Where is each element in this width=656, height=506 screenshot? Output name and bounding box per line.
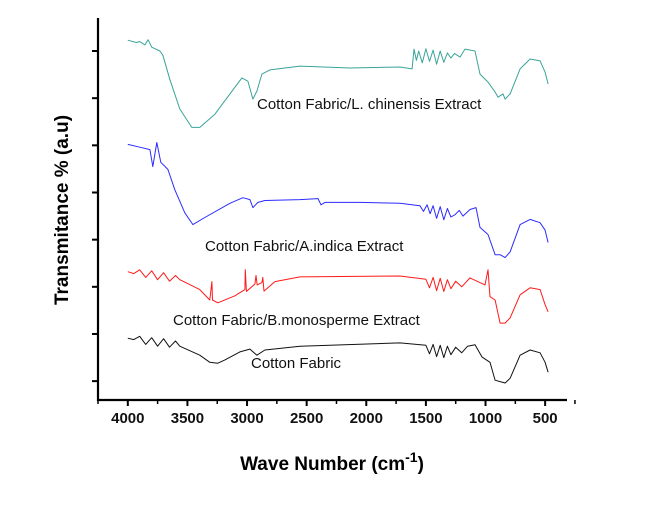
x-axis-title: Wave Number (cm-1) (240, 449, 424, 475)
x-tick-label: 3000 (230, 410, 263, 427)
series-line-3 (127, 335, 549, 384)
series-label-cotton-fabric: Cotton Fabric (251, 355, 342, 372)
x-tick-label: 2500 (290, 410, 323, 427)
x-axis-ticks: 4000 3500 3000 2500 2000 1500 1000 500 (97, 400, 576, 427)
series-line-1 (127, 142, 549, 259)
x-tick-label: 500 (533, 410, 558, 427)
x-tick-label: 1000 (469, 410, 502, 427)
series-label-l-chinensis: Cotton Fabric/L. chinensis Extract (257, 96, 482, 113)
x-tick-label: 1500 (409, 410, 442, 427)
y-axis-ticks (92, 50, 98, 383)
x-tick-label: 3500 (171, 410, 204, 427)
x-tick-label: 4000 (111, 410, 144, 427)
x-axis-title-superscript: -1 (405, 449, 418, 465)
series-labels: Cotton Fabric/L. chinensis Extract Cotto… (173, 96, 482, 372)
series-label-a-indica: Cotton Fabric/A.indica Extract (205, 238, 404, 255)
y-axis-title: Transmitance % (a.u) (52, 115, 73, 305)
plot-area (127, 39, 549, 384)
x-tick-label: 2000 (350, 410, 383, 427)
series-line-2 (127, 269, 549, 324)
series-line-0 (127, 39, 549, 128)
x-axis-title-main: Wave Number (cm (240, 454, 405, 475)
series-label-b-monosperme: Cotton Fabric/B.monosperme Extract (173, 312, 421, 329)
x-axis-title-close: ) (418, 454, 424, 475)
